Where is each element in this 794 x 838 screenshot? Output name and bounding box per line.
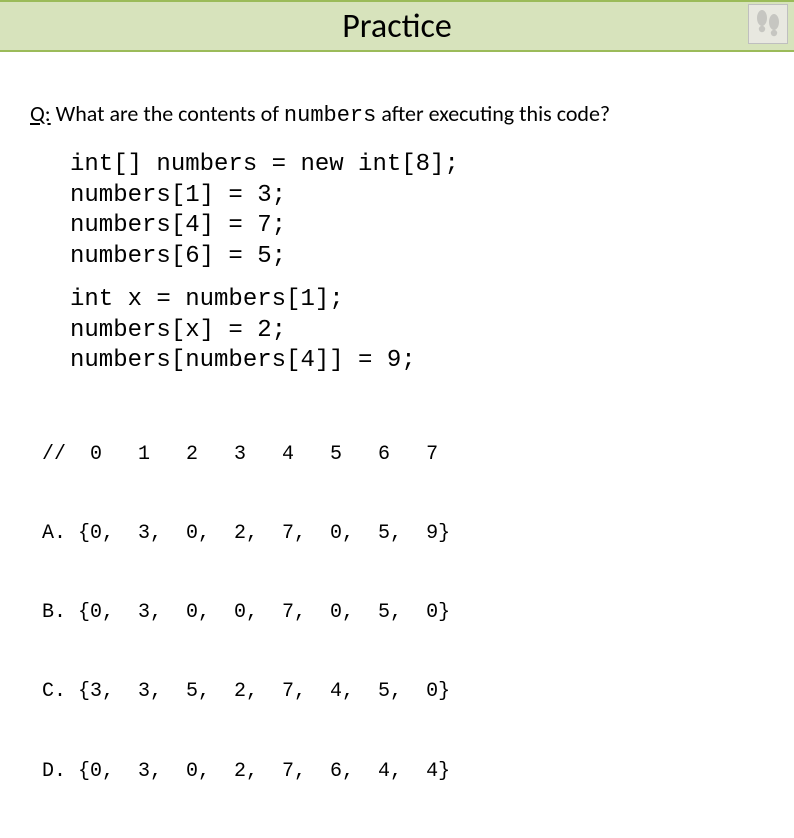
footprint-icon: [748, 4, 788, 44]
question-before: What are the contents of: [51, 100, 284, 127]
question-prefix: Q:: [30, 100, 51, 127]
slide-content: Q: What are the contents of numbers afte…: [0, 52, 794, 838]
question-text: Q: What are the contents of numbers afte…: [30, 100, 764, 128]
slide-header: Practice: [0, 0, 794, 52]
answer-row-d: D. {0, 3, 0, 2, 7, 6, 4, 4}: [42, 759, 764, 785]
answer-index-row: // 0 1 2 3 4 5 6 7: [42, 442, 764, 468]
answer-row-b: B. {0, 3, 0, 0, 7, 0, 5, 0}: [42, 600, 764, 626]
answer-row-a: A. {0, 3, 0, 2, 7, 0, 5, 9}: [42, 521, 764, 547]
answer-row-c: C. {3, 3, 5, 2, 7, 4, 5, 0}: [42, 679, 764, 705]
code-block-1: int[] numbers = new int[8]; numbers[1] =…: [70, 150, 764, 273]
question-code-word: numbers: [284, 103, 376, 128]
answer-options: // 0 1 2 3 4 5 6 7 A. {0, 3, 0, 2, 7, 0,…: [42, 389, 764, 838]
code-block-2: int x = numbers[1]; numbers[x] = 2; numb…: [70, 285, 764, 377]
slide-title: Practice: [342, 6, 452, 47]
question-after: after executing this code?: [376, 100, 610, 127]
